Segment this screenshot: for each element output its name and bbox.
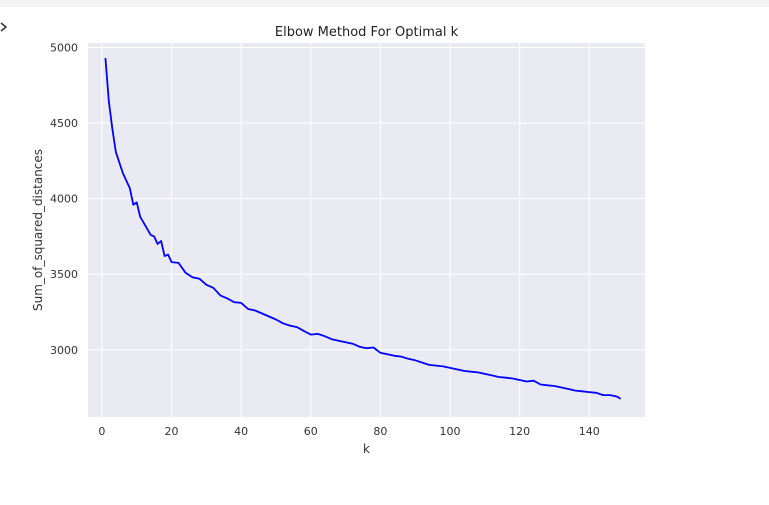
x-tick-label: 140 [579, 425, 600, 438]
plot-area [88, 43, 645, 417]
x-tick-label: 80 [373, 425, 387, 438]
y-tick-label: 5000 [50, 42, 78, 55]
y-tick-label: 4000 [50, 193, 78, 206]
x-tick-label: 20 [165, 425, 179, 438]
y-tick-label: 4500 [50, 117, 78, 130]
x-tick-label: 100 [440, 425, 461, 438]
x-tick-label: 120 [509, 425, 530, 438]
series-line-sse [104, 58, 622, 400]
x-tick-label: 0 [98, 425, 105, 438]
y-tick-label: 3500 [50, 268, 78, 281]
y-axis-label: Sum_of_squared_distances [31, 149, 45, 311]
grid-lines [88, 43, 645, 417]
y-tick-label: 3000 [50, 344, 78, 357]
cell-collapse-marker[interactable] [0, 22, 8, 32]
chart-title: Elbow Method For Optimal k [275, 25, 459, 40]
y-tick-labels: 3000 3500 4000 4500 5000 [50, 42, 78, 357]
x-tick-labels: 0 20 40 60 80 100 120 140 [98, 425, 599, 438]
x-tick-label: 60 [304, 425, 318, 438]
x-tick-label: 40 [234, 425, 248, 438]
notebook-top-strip [0, 0, 769, 7]
x-axis-label: k [363, 442, 370, 456]
